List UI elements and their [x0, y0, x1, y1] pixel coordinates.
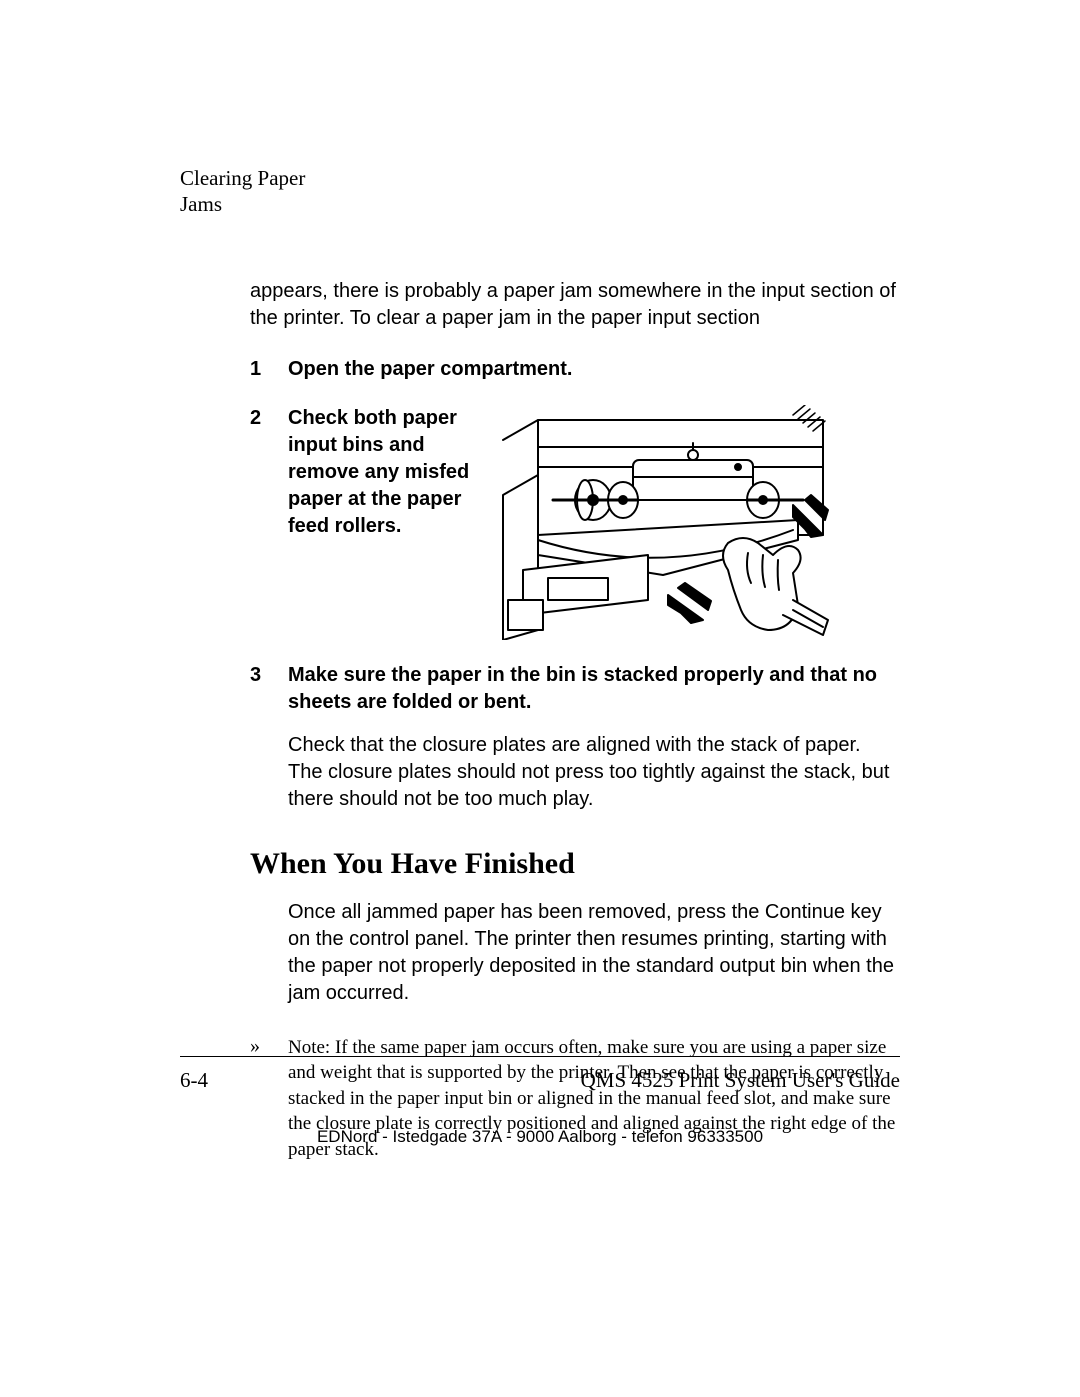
footer: 6-4 QMS 4525 Print System User's Guide: [180, 1068, 900, 1093]
footer-title: QMS 4525 Print System User's Guide: [581, 1068, 900, 1093]
step-2: 2 Check both paper input bins and remove…: [250, 405, 900, 640]
document-page: Clearing Paper Jams appears, there is pr…: [0, 0, 1080, 1397]
finished-paragraph: Once all jammed paper has been removed, …: [288, 899, 900, 1007]
step-number: 2: [250, 405, 268, 640]
section-heading: When You Have Finished: [250, 847, 900, 881]
step-text: Check both paper input bins and remove a…: [288, 405, 473, 540]
step-text: Make sure the paper in the bin is stacke…: [288, 662, 900, 716]
dealer-line: EDNord - Istedgade 37A - 9000 Aalborg - …: [0, 1127, 1080, 1147]
step-number: 3: [250, 662, 268, 813]
step-1: 1 Open the paper compartment.: [250, 356, 900, 383]
footer-rule: [180, 1056, 900, 1057]
step-3: 3 Make sure the paper in the bin is stac…: [250, 662, 900, 813]
page-number: 6-4: [180, 1068, 208, 1093]
page-content: appears, there is probably a paper jam s…: [250, 278, 900, 1163]
paper-feed-roller-illustration: [493, 405, 833, 640]
intro-paragraph: appears, there is probably a paper jam s…: [250, 278, 900, 332]
step-number: 1: [250, 356, 268, 383]
step-text: Open the paper compartment.: [288, 356, 900, 383]
running-head: Clearing Paper Jams: [180, 165, 350, 218]
step-note: Check that the closure plates are aligne…: [288, 732, 900, 813]
